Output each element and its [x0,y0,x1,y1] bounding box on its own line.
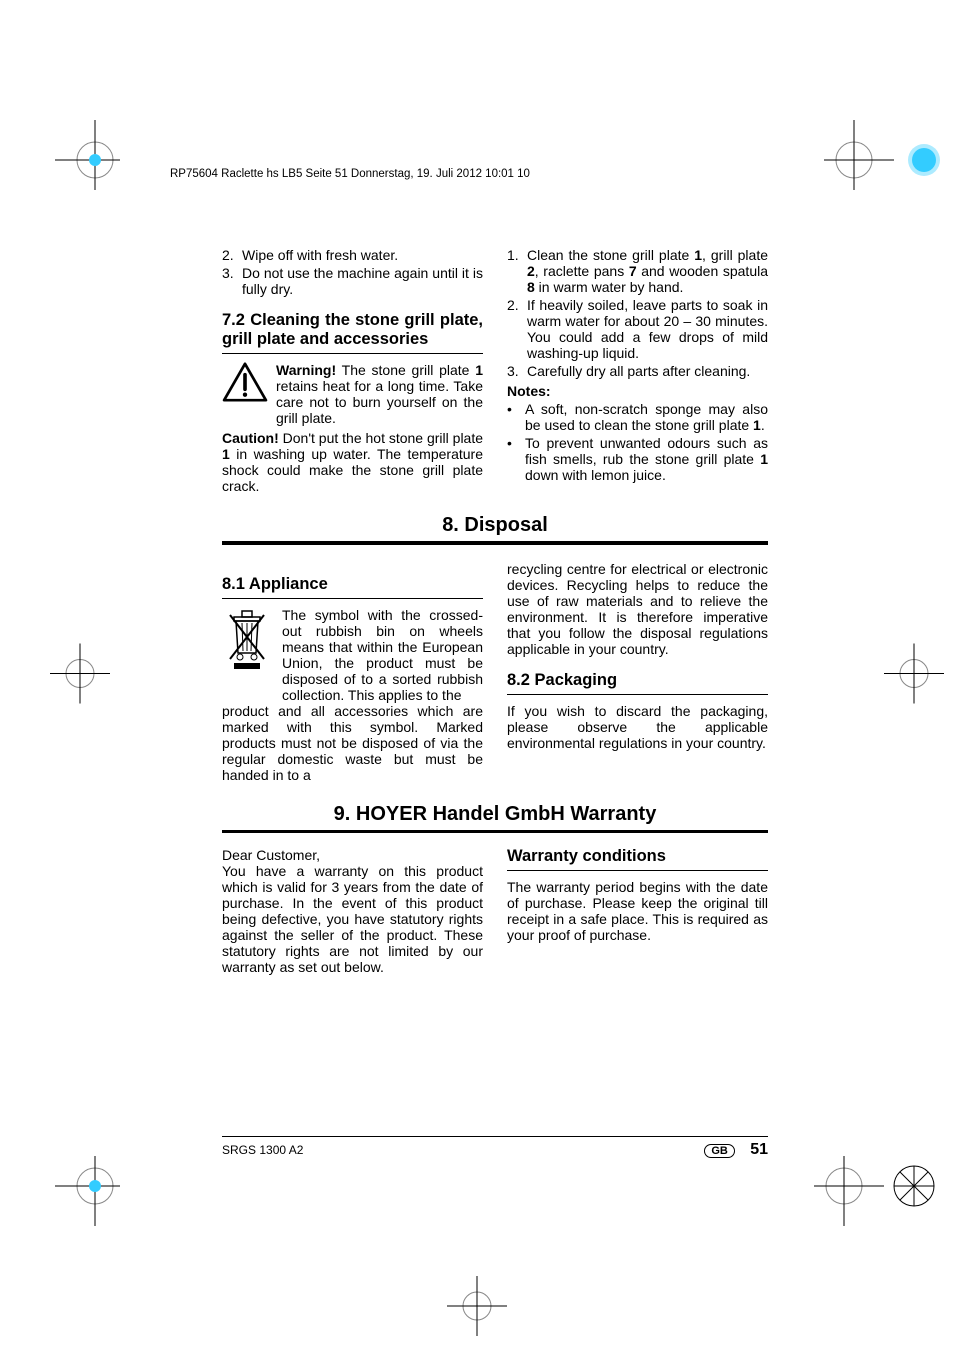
heading-7-2: 7.2 Cleaning the stone grill plate, gril… [222,311,483,354]
bullet: • [507,401,525,433]
crop-mark-ml [0,643,110,708]
heading-8: 8. Disposal [222,514,768,537]
heading-9: 9. HOYER Handel GmbH Warranty [222,803,768,826]
list-num: 3. [507,363,527,379]
list-item: If heavily soiled, leave parts to soak i… [527,297,768,361]
left-column: 2.Wipe off with fresh water. 3.Do not us… [222,245,483,494]
print-header: RP75604 Raclette hs LB5 Seite 51 Donners… [170,168,530,180]
right-column: 1.Clean the stone grill plate 1, grill p… [507,245,768,494]
left-column: 8.1 Appliance [222,561,483,783]
heading-8-1: 8.1 Appliance [222,575,483,599]
page-number: 51 [750,1141,768,1158]
notes-label: Notes: [507,383,768,399]
section-rule [222,541,768,545]
list-item: A soft, non-scratch sponge may also be u… [525,401,768,433]
list-item: Do not use the machine again until it is… [242,265,483,297]
warranty-conditions-text: The warranty period begins with the date… [507,879,768,943]
list-item: To prevent unwanted odours such as fish … [525,435,768,483]
disposal-text-cont: product and all accessories which are ma… [222,703,483,783]
dear-customer: Dear Customer, [222,847,483,863]
right-column: Warranty conditions The warranty period … [507,847,768,975]
page-body: 2.Wipe off with fresh water. 3.Do not us… [222,245,768,975]
page-footer: SRGS 1300 A2 GB 51 [222,1136,768,1159]
packaging-text: If you wish to discard the packaging, pl… [507,703,768,751]
disposal-text-right: recycling centre for electrical or elect… [507,561,768,657]
left-column: Dear Customer, You have a warranty on th… [222,847,483,975]
caution-text: Caution! Don't put the hot stone grill p… [222,430,483,494]
gb-badge: GB [704,1144,735,1158]
footer-right: GB 51 [704,1141,768,1159]
heading-warranty-conditions: Warranty conditions [507,847,768,871]
weee-bin-icon [222,607,272,703]
crop-mark-br [814,1156,954,1351]
crop-mark-tl [0,0,120,195]
list-num: 2. [507,297,527,361]
bullet: • [507,435,525,483]
list-item: Wipe off with fresh water. [242,247,483,263]
disposal-text-start: The symbol with the crossed-out rubbish … [282,607,483,703]
list-num: 2. [222,247,242,263]
model-number: SRGS 1300 A2 [222,1143,303,1157]
list-item: Clean the stone grill plate 1, grill pla… [527,247,768,295]
crop-mark-bl [0,1156,120,1351]
list-num: 3. [222,265,242,297]
list-num: 1. [507,247,527,295]
right-column: recycling centre for electrical or elect… [507,561,768,783]
warning-icon [222,362,268,426]
warning-text: Warning! The stone grill plate 1 retains… [276,362,483,426]
crop-mark-mb [447,1276,507,1351]
crop-mark-mr [884,643,954,708]
section-rule [222,830,768,833]
crop-mark-tr [824,0,954,195]
heading-8-2: 8.2 Packaging [507,671,768,695]
warranty-intro: You have a warranty on this product whic… [222,863,483,975]
list-item: Carefully dry all parts after cleaning. [527,363,768,379]
